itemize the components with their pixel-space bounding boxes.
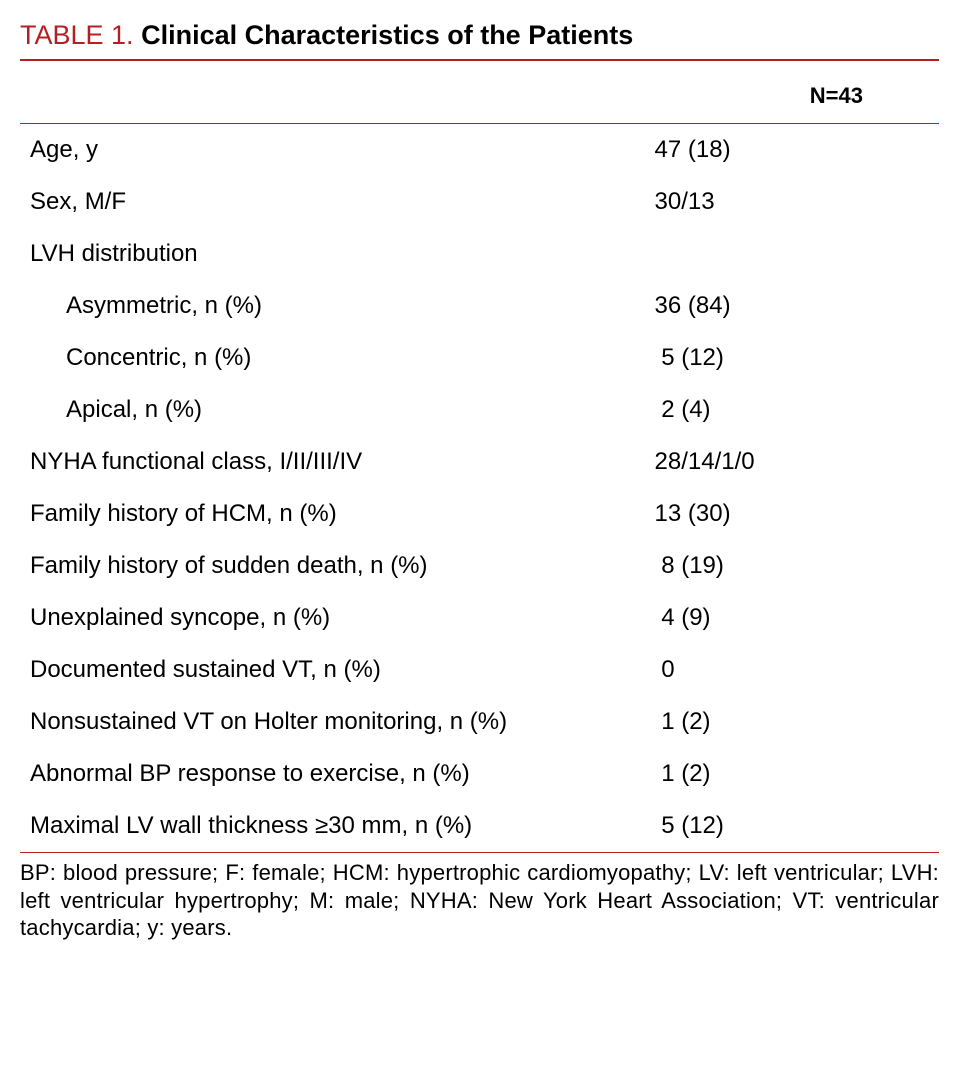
- table-title: TABLE 1. Clinical Characteristics of the…: [20, 20, 939, 59]
- table-body: Age, y47 (18)Sex, M/F30/13LVH distributi…: [20, 124, 939, 852]
- table-number-label: TABLE 1.: [20, 20, 134, 50]
- row-value: 4 (9): [627, 592, 939, 644]
- row-value: 30/13: [627, 176, 939, 228]
- table-row: Abnormal BP response to exercise, n (%) …: [20, 748, 939, 800]
- table-row: LVH distribution: [20, 228, 939, 280]
- table-row: Family history of sudden death, n (%) 8 …: [20, 540, 939, 592]
- row-label: Maximal LV wall thickness ≥30 mm, n (%): [20, 800, 627, 852]
- table-row: Maximal LV wall thickness ≥30 mm, n (%) …: [20, 800, 939, 852]
- table-row: Apical, n (%) 2 (4): [20, 384, 939, 436]
- table-row: Concentric, n (%) 5 (12): [20, 332, 939, 384]
- row-label: Nonsustained VT on Holter monitoring, n …: [20, 696, 627, 748]
- row-label: Family history of HCM, n (%): [20, 488, 627, 540]
- row-value: 47 (18): [627, 124, 939, 176]
- table-row: NYHA functional class, I/II/III/IV28/14/…: [20, 436, 939, 488]
- table-row: Unexplained syncope, n (%) 4 (9): [20, 592, 939, 644]
- row-value: 13 (30): [627, 488, 939, 540]
- row-value: 1 (2): [627, 696, 939, 748]
- table-row: Sex, M/F30/13: [20, 176, 939, 228]
- row-label: Sex, M/F: [20, 176, 627, 228]
- row-value: 0: [627, 644, 939, 696]
- row-label: Asymmetric, n (%): [20, 280, 627, 332]
- row-label: Abnormal BP response to exercise, n (%): [20, 748, 627, 800]
- clinical-characteristics-table: TABLE 1. Clinical Characteristics of the…: [20, 20, 939, 942]
- row-label: Documented sustained VT, n (%): [20, 644, 627, 696]
- row-label: Unexplained syncope, n (%): [20, 592, 627, 644]
- row-label: Concentric, n (%): [20, 332, 627, 384]
- row-value: 5 (12): [627, 332, 939, 384]
- row-label: Family history of sudden death, n (%): [20, 540, 627, 592]
- row-value: 36 (84): [627, 280, 939, 332]
- table-row: Nonsustained VT on Holter monitoring, n …: [20, 696, 939, 748]
- table-footnote: BP: blood pressure; F: female; HCM: hype…: [20, 853, 939, 942]
- row-value: 1 (2): [627, 748, 939, 800]
- row-label: Apical, n (%): [20, 384, 627, 436]
- row-label: NYHA functional class, I/II/III/IV: [20, 436, 627, 488]
- row-value: 5 (12): [627, 800, 939, 852]
- row-label: LVH distribution: [20, 228, 627, 280]
- table-row: Asymmetric, n (%)36 (84): [20, 280, 939, 332]
- table-row: Age, y47 (18): [20, 124, 939, 176]
- row-value: [627, 228, 939, 280]
- table-header-row: N=43: [20, 61, 939, 123]
- row-value: 8 (19): [627, 540, 939, 592]
- table-row: Family history of HCM, n (%)13 (30): [20, 488, 939, 540]
- row-value: 2 (4): [627, 384, 939, 436]
- table-row: Documented sustained VT, n (%) 0: [20, 644, 939, 696]
- row-value: 28/14/1/0: [627, 436, 939, 488]
- row-label: Age, y: [20, 124, 627, 176]
- table-title-text: Clinical Characteristics of the Patients: [141, 20, 633, 50]
- n-column-header: N=43: [810, 83, 863, 109]
